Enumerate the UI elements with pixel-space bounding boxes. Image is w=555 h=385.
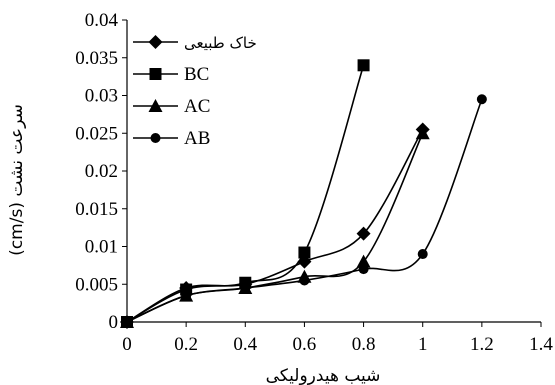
x-tick-label: 0.4 [233,334,257,355]
data-point-circle [240,283,251,294]
data-point-circle [358,264,369,275]
y-tick-label: 0.015 [75,199,118,220]
series-layer [120,59,487,329]
legend-label: BC [184,64,209,85]
series-line [126,129,424,323]
y-tick-label: 0.03 [85,86,118,107]
y-tick-label: 0 [109,312,119,333]
y-tick-label: 0.035 [75,48,118,69]
legend-marker [148,99,163,112]
x-tick-label: 0.8 [352,334,376,355]
legend-marker [150,133,161,143]
y-tick-label: 0.025 [75,123,118,144]
x-tick-label: 0.2 [174,334,198,355]
data-point-circle [181,290,192,301]
legend-label: AC [184,96,210,117]
legend: خاک طبیعی BC AC AB [133,34,257,149]
y-tick-label: 0.04 [85,10,119,31]
x-tick-label: 1 [418,334,428,355]
x-tick-label: 1.2 [470,334,494,355]
series-line [126,65,365,323]
axes: 0 0.005 0.01 0.015 0.02 0.025 0.03 0.035 0.04 0 0.… [75,10,553,355]
series-line [126,132,424,323]
x-axis-label: شیب هیدرولیکی [266,366,381,385]
x-tick-label: 0 [122,334,132,355]
y-tick-label: 0.01 [85,237,118,258]
x-tick-label: 1.4 [529,334,553,355]
legend-entry: AB [133,128,210,149]
y-tick-label: 0.02 [85,161,118,182]
data-point-square [298,246,311,259]
y-tick-label: 0.005 [75,274,118,295]
data-point-square [357,59,370,72]
legend-marker [149,68,162,80]
legend-entry: خاک طبیعی [133,34,257,52]
data-point-circle [299,275,310,286]
data-point-circle [417,249,428,260]
legend-entry: BC [133,64,209,85]
y-axis-label: سرعت نشت (cm/s) [7,104,27,256]
legend-label: خاک طبیعی [184,34,257,52]
legend-entry: AC [133,96,210,117]
x-tick-label: 0.6 [293,334,317,355]
legend-label: AB [184,128,210,149]
legend-marker [148,35,163,49]
data-point-diamond [356,226,371,241]
data-point-circle [476,94,487,105]
data-point-triangle [415,126,430,140]
data-point-circle [122,317,132,327]
series-3 [122,94,487,327]
data-point-triangle [356,254,371,268]
